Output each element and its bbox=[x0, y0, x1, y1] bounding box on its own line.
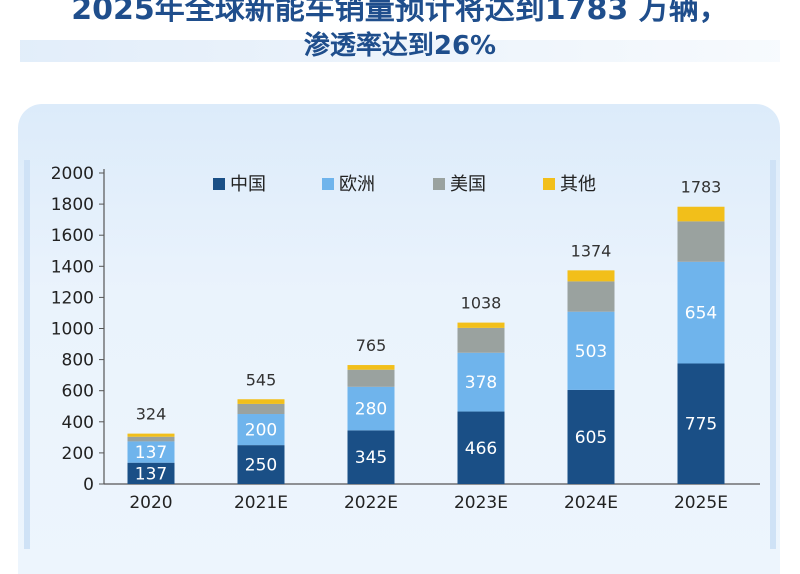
y-tick-label: 1200 bbox=[51, 288, 94, 308]
bar-segment bbox=[457, 352, 505, 412]
y-tick-label: 1000 bbox=[51, 320, 94, 340]
total-value-label: 545 bbox=[246, 370, 277, 389]
total-value-label: 324 bbox=[136, 405, 167, 424]
bar-segment bbox=[567, 389, 615, 484]
bar-segment bbox=[237, 403, 285, 415]
segment-value-label: 654 bbox=[685, 304, 717, 324]
bar-segment bbox=[677, 221, 725, 262]
y-tick-label: 400 bbox=[62, 413, 94, 433]
x-tick-label: 2021E bbox=[234, 493, 288, 513]
x-tick-label: 2025E bbox=[674, 493, 728, 513]
legend-label: 中国 bbox=[230, 174, 266, 195]
segment-value-label: 200 bbox=[245, 421, 277, 441]
page-title-line2: 渗透率达到26% bbox=[303, 31, 497, 61]
bar-segment bbox=[567, 270, 615, 282]
panel-edge-right bbox=[770, 160, 776, 549]
total-value-label: 1038 bbox=[461, 294, 502, 313]
legend-swatch bbox=[543, 178, 555, 190]
page-title-line1: 2025年全球新能车销量预计将达到1783 万辆， bbox=[71, 0, 729, 27]
total-value-label: 1374 bbox=[571, 241, 612, 260]
bar-segment bbox=[347, 365, 395, 370]
legend-label: 美国 bbox=[450, 174, 486, 195]
y-tick-label: 800 bbox=[62, 351, 94, 371]
legend-label: 其他 bbox=[560, 174, 596, 195]
y-tick-label: 600 bbox=[62, 382, 94, 402]
x-tick-label: 2022E bbox=[344, 493, 398, 513]
y-tick-label: 1600 bbox=[51, 226, 94, 246]
legend-swatch bbox=[433, 178, 445, 190]
bar-segment bbox=[457, 327, 505, 353]
x-tick-label: 2020 bbox=[129, 493, 172, 513]
stacked-bar-chart: 0 200 400 600 800 1000 1200 1400 1600 1800 2000 137… bbox=[51, 164, 760, 513]
segment-value-label: 378 bbox=[465, 373, 497, 393]
y-tick-label: 1800 bbox=[51, 195, 94, 215]
total-value-label: 765 bbox=[356, 336, 387, 355]
segment-value-label: 605 bbox=[575, 428, 607, 448]
segment-value-label: 137 bbox=[135, 443, 167, 463]
bar-segment bbox=[347, 430, 395, 484]
bar-segment bbox=[347, 386, 395, 431]
bar-segment bbox=[127, 441, 175, 463]
bar-segment bbox=[127, 433, 175, 437]
legend-label: 欧洲 bbox=[339, 174, 375, 195]
legend-swatch bbox=[322, 178, 334, 190]
bar-segment bbox=[457, 322, 505, 328]
bar-segment bbox=[567, 281, 615, 312]
bar-segment bbox=[127, 436, 175, 442]
bar-segment bbox=[677, 206, 725, 222]
bar-segment bbox=[237, 399, 285, 404]
bar-segment bbox=[237, 445, 285, 484]
panel-edge-left bbox=[24, 160, 30, 549]
bar-segment bbox=[127, 462, 175, 484]
y-tick-label: 0 bbox=[83, 475, 94, 495]
y-tick-label: 2000 bbox=[51, 164, 94, 184]
segment-value-label: 466 bbox=[465, 439, 497, 459]
segment-value-label: 503 bbox=[575, 342, 607, 362]
y-tick-label: 1400 bbox=[51, 257, 94, 277]
segment-value-label: 280 bbox=[355, 400, 387, 420]
total-value-label: 1783 bbox=[681, 178, 722, 197]
x-tick-label: 2024E bbox=[564, 493, 618, 513]
segment-value-label: 250 bbox=[245, 456, 277, 476]
bar-segment bbox=[457, 411, 505, 484]
bar-segment bbox=[677, 363, 725, 484]
bar-segment bbox=[677, 261, 725, 364]
y-tick-label: 200 bbox=[62, 444, 94, 464]
segment-value-label: 775 bbox=[685, 415, 717, 435]
chart-panel bbox=[18, 104, 780, 574]
bar-segment bbox=[347, 369, 395, 387]
segment-value-label: 137 bbox=[135, 464, 167, 484]
legend-swatch bbox=[213, 178, 225, 190]
bar-segment bbox=[567, 311, 615, 390]
x-tick-label: 2023E bbox=[454, 493, 508, 513]
bar-segment bbox=[237, 414, 285, 446]
segment-value-label: 345 bbox=[355, 448, 387, 468]
